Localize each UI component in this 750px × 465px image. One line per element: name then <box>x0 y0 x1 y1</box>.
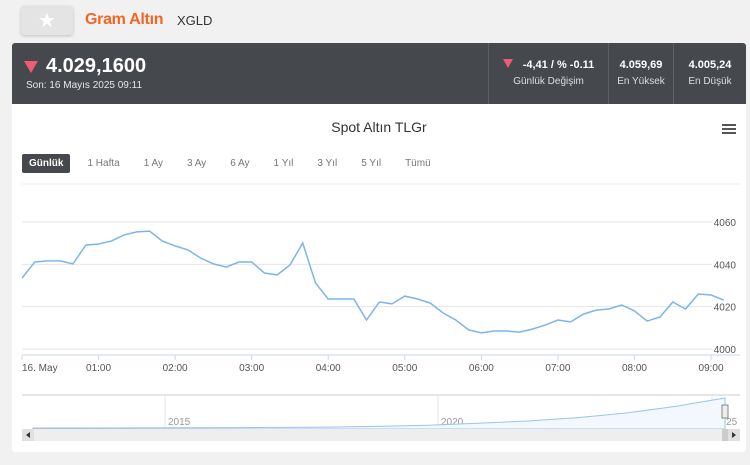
last-update: Son: 16 Mayıs 2025 09:11 <box>26 80 143 91</box>
scroll-left-icon <box>26 432 30 438</box>
navigator-series <box>32 397 726 430</box>
day-high: 4.059,69 <box>619 59 663 71</box>
quote-bar: 4.029,1600 Son: 16 Mayıs 2025 09:11 -4,4… <box>12 43 746 104</box>
x-tick-label: 05:00 <box>392 363 417 374</box>
price-line <box>21 230 725 334</box>
scroll-right-icon <box>732 432 736 438</box>
navigator-scrollbar[interactable] <box>22 429 740 441</box>
x-tick-label: 08:00 <box>622 363 647 374</box>
range-7[interactable]: 5 Yıl <box>361 158 382 169</box>
x-tick-label: 01:00 <box>86 363 111 374</box>
day-high-label: En Yüksek <box>617 76 665 87</box>
chart-panel: Spot Altın TLGr Günlük 1 Hafta 1 Ay 3 Ay 6 A… <box>12 104 746 452</box>
range-6[interactable]: 3 Yıl <box>317 158 338 169</box>
range-4[interactable]: 6 Ay <box>230 158 250 169</box>
range-5[interactable]: 1 Yıl <box>273 158 294 169</box>
y-tick-label: 4040 <box>714 260 737 271</box>
daily-change: -4,41 / % -0.11 <box>522 59 595 71</box>
y-tick-label: 4020 <box>714 303 737 314</box>
range-selector: Günlük 1 Hafta 1 Ay 3 Ay 6 Ay 1 Yıl 3 Yıl 5 Yıl… <box>22 154 448 173</box>
favorite-button[interactable]: ★ <box>21 6 73 35</box>
x-tick-label: 07:00 <box>545 363 570 374</box>
chart-title: Spot Altın TLGr <box>331 119 427 135</box>
navigator-year-label: 2015 <box>168 417 191 428</box>
range-3[interactable]: 3 Ay <box>186 158 207 169</box>
x-tick-label: 04:00 <box>316 363 341 374</box>
down-arrow-icon <box>24 60 38 73</box>
instrument-code: XGLD <box>177 13 213 28</box>
scroll-thumb[interactable] <box>722 429 728 441</box>
menu-icon[interactable] <box>722 124 736 136</box>
x-tick-label: 06:00 <box>469 363 494 374</box>
range-0[interactable]: Günlük <box>22 154 71 173</box>
instrument-title: Gram Altın <box>85 11 164 28</box>
navigator-handle[interactable] <box>721 404 729 419</box>
y-tick-label: 4000 <box>714 345 737 356</box>
down-arrow-icon <box>502 59 513 68</box>
x-tick-label: 09:00 <box>699 363 724 374</box>
day-low: 4.005,24 <box>688 59 732 71</box>
navigator-year-label: 2020 <box>441 417 464 428</box>
range-8[interactable]: Tümü <box>405 158 431 169</box>
navigator-year-label: 2025 <box>715 417 738 428</box>
range-2[interactable]: 1 Ay <box>143 158 163 169</box>
range-1[interactable]: 1 Hafta <box>87 158 120 169</box>
x-tick-label: 02:00 <box>163 363 188 374</box>
star-icon: ★ <box>38 10 56 32</box>
day-low-label: En Düşük <box>688 76 732 87</box>
y-tick-label: 4060 <box>714 218 737 229</box>
x-tick-label: 03:00 <box>239 363 264 374</box>
x-tick-label: 16. May <box>22 363 58 374</box>
daily-change-label: Günlük Değişim <box>513 76 584 87</box>
last-price: 4.029,1600 <box>46 55 147 77</box>
